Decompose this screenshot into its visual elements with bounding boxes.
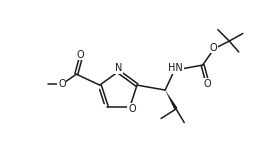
- Text: O: O: [210, 43, 217, 53]
- Text: O: O: [58, 79, 66, 89]
- Text: O: O: [128, 104, 136, 114]
- Text: O: O: [77, 50, 84, 60]
- Text: N: N: [115, 63, 122, 73]
- Text: HN: HN: [168, 63, 183, 73]
- Polygon shape: [165, 90, 178, 110]
- Text: O: O: [204, 79, 211, 89]
